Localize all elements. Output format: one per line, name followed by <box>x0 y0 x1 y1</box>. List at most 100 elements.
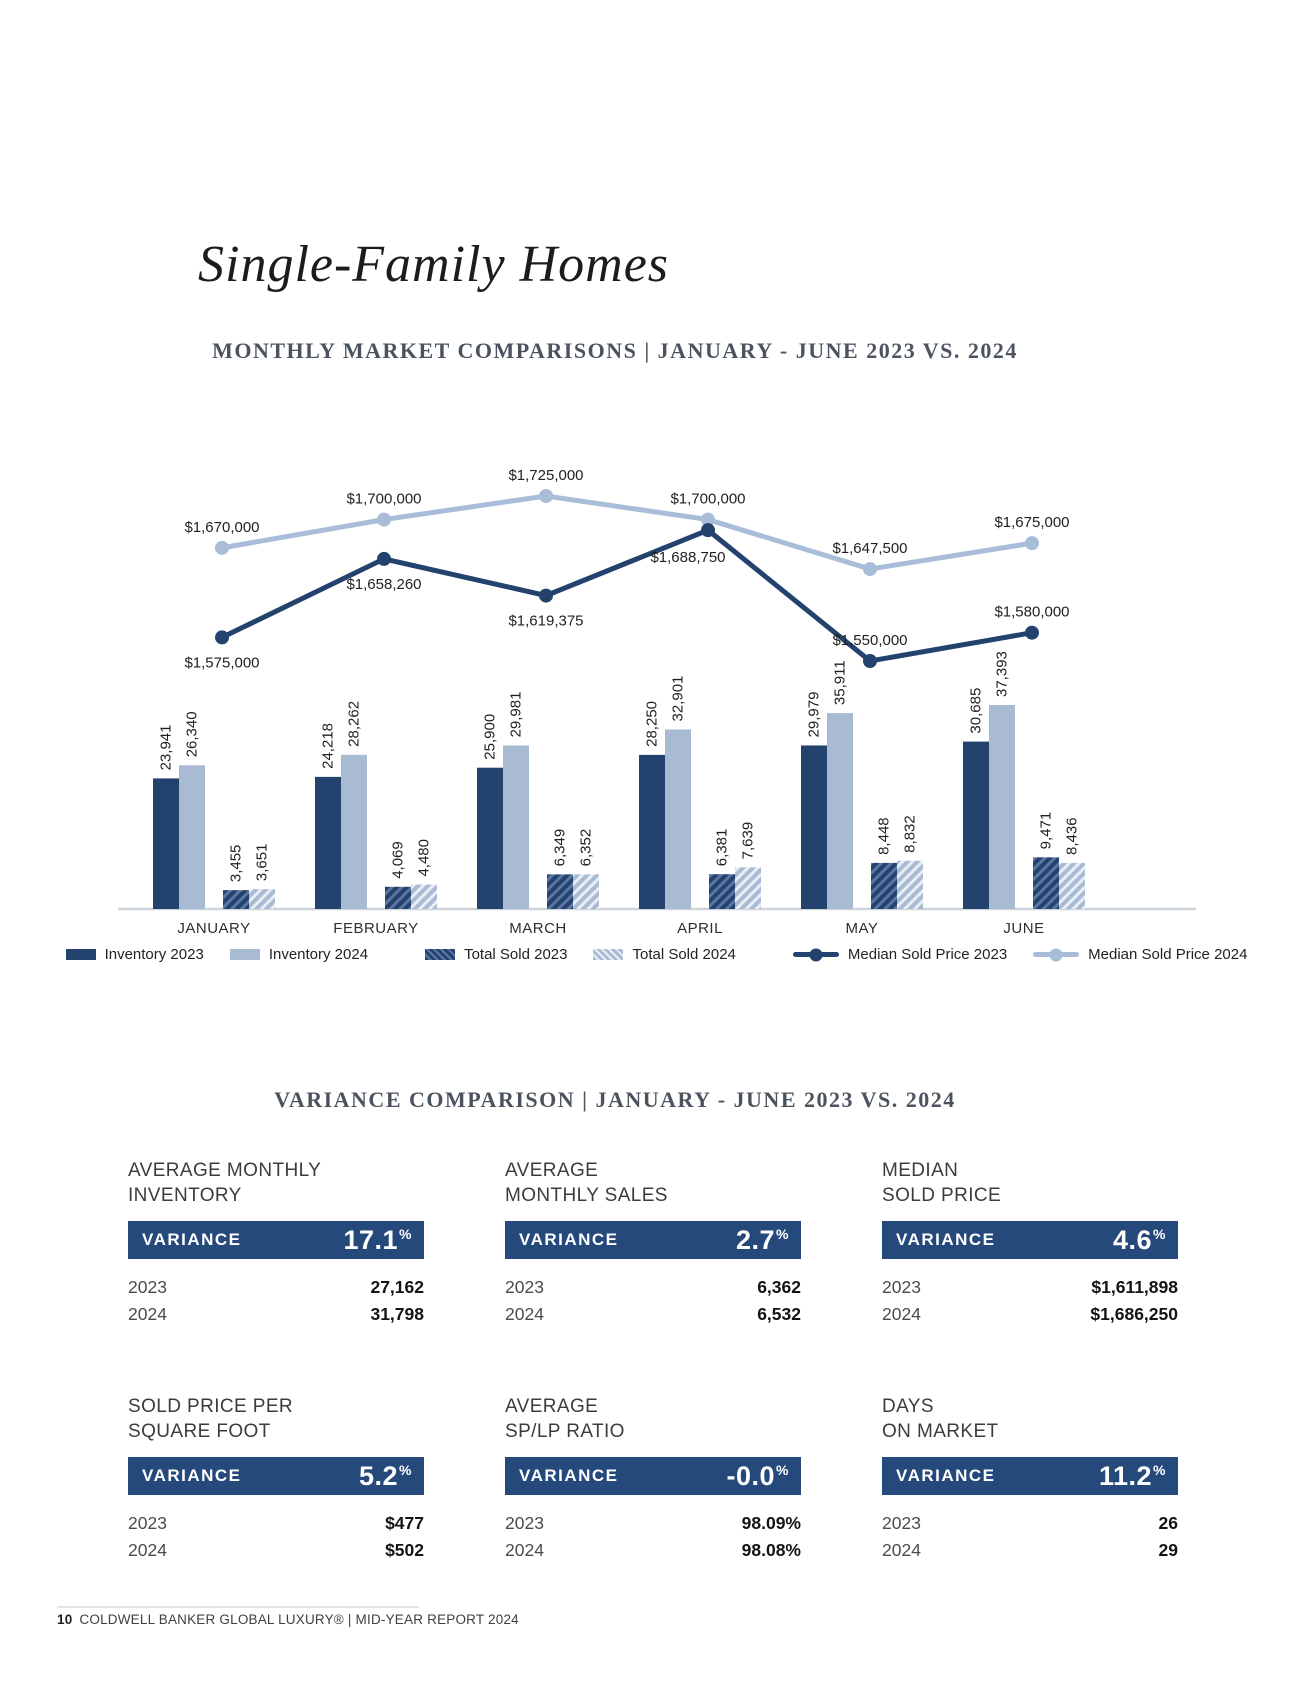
median-2023-line-swatch-icon <box>792 948 839 961</box>
stat-label: SOLD PRICE PER SQUARE FOOT <box>128 1394 424 1444</box>
percent-sign: % <box>776 1225 789 1242</box>
stat-label-line2: INVENTORY <box>128 1185 242 1207</box>
line-median-sold-price-2023: $1,575,000 $1,658,260 $1,619,375 $1,688,750… <box>184 523 1070 671</box>
stat-value: 6,532 <box>757 1304 801 1325</box>
stat-value: 98.09% <box>741 1513 801 1534</box>
stat-row: 2024 29 <box>882 1537 1178 1564</box>
bar-value-label: 32,901 <box>670 676 687 722</box>
line-point <box>377 551 391 566</box>
stat-average-monthly-inventory: AVERAGE MONTHLY INVENTORY VARIANCE 17.1%… <box>128 1158 424 1328</box>
percent-sign: % <box>776 1461 789 1478</box>
stat-label: DAYS ON MARKET <box>882 1394 1178 1444</box>
stat-value: 27,162 <box>370 1277 424 1298</box>
line-value-label: $1,619,375 <box>508 613 583 630</box>
page-number: 10 <box>57 1612 73 1627</box>
line-value-label: $1,575,000 <box>184 654 259 671</box>
bar <box>639 754 665 909</box>
stat-row: 2024 6,532 <box>505 1301 801 1328</box>
stat-average-sp-lp-ratio: AVERAGE SP/LP RATIO VARIANCE -0.0% 2023 9… <box>505 1394 801 1564</box>
line-value-label: $1,675,000 <box>994 514 1069 531</box>
bar <box>411 884 437 909</box>
stat-row: 2023 27,162 <box>128 1274 424 1301</box>
stat-label-line1: DAYS <box>882 1396 934 1418</box>
stat-value: 26 <box>1158 1513 1178 1534</box>
stat-row: 2024 31,798 <box>128 1301 424 1328</box>
bar <box>709 874 735 909</box>
stat-rows: 2023 $477 2024 $502 <box>128 1510 424 1564</box>
variance-value: 11.2% <box>1098 1460 1166 1491</box>
stat-label: AVERAGE MONTHLY SALES <box>505 1158 801 1208</box>
variance-bar: VARIANCE 4.6% <box>882 1221 1178 1260</box>
bar-value-label: 3,455 <box>228 845 245 883</box>
legend-label: Median Sold Price 2023 <box>847 946 1008 963</box>
variance-value: 4.6% <box>1113 1224 1166 1255</box>
line-point <box>539 588 553 603</box>
bar <box>801 745 827 909</box>
bar <box>897 860 923 909</box>
bar-value-label: 4,480 <box>416 839 433 877</box>
stat-row: 2023 $1,611,898 <box>882 1274 1178 1301</box>
bar-value-label: 6,352 <box>578 829 595 867</box>
stat-year: 2023 <box>505 1513 544 1534</box>
bar <box>735 867 761 909</box>
stat-label-line1: AVERAGE <box>505 1160 599 1181</box>
variance-title: VARIANCE <box>519 1230 619 1250</box>
bar-value-label: 9,471 <box>1038 812 1055 850</box>
line-point <box>863 654 877 668</box>
bar-value-label: 37,393 <box>994 651 1011 697</box>
variance-title: VARIANCE <box>142 1466 242 1486</box>
stat-rows: 2023 26 2024 29 <box>882 1510 1178 1564</box>
stat-row: 2024 $1,686,250 <box>882 1301 1178 1328</box>
variance-title: VARIANCE <box>896 1230 996 1250</box>
stat-days-on-market: DAYS ON MARKET VARIANCE 11.2% 2023 26 202… <box>882 1394 1178 1564</box>
legend-item-inventory-2024: Inventory 2024 <box>229 946 368 963</box>
bar-value-label: 28,262 <box>346 701 363 747</box>
line-point <box>539 489 553 503</box>
total-sold-2023-swatch-icon <box>425 949 456 960</box>
bar <box>153 778 179 909</box>
bar <box>341 754 367 909</box>
bar-value-label: 26,340 <box>184 711 201 757</box>
stat-label-line1: MEDIAN <box>882 1160 959 1181</box>
stat-row: 2023 6,362 <box>505 1274 801 1301</box>
bar <box>477 767 503 909</box>
inventory-2024-swatch-icon <box>229 949 260 960</box>
variance-value: -0.0% <box>726 1460 789 1491</box>
month-label: MARCH <box>509 920 567 937</box>
stat-rows: 2023 $1,611,898 2024 $1,686,250 <box>882 1274 1178 1328</box>
bar-value-label: 25,900 <box>482 714 499 760</box>
stat-rows: 2023 6,362 2024 6,532 <box>505 1274 801 1328</box>
stat-rows: 2023 27,162 2024 31,798 <box>128 1274 424 1328</box>
stat-row: 2023 $477 <box>128 1510 424 1537</box>
line-value-label: $1,670,000 <box>184 519 259 536</box>
variance-title: VARIANCE <box>896 1466 996 1486</box>
stat-row: 2024 98.08% <box>505 1537 801 1564</box>
bar <box>315 776 341 909</box>
chart-legend: Inventory 2023 Inventory 2024 Total Sold… <box>0 946 1313 963</box>
bar <box>249 889 275 909</box>
bar-value-label: 8,448 <box>876 817 893 855</box>
bar-value-label: 28,250 <box>644 701 661 747</box>
bar-value-label: 29,979 <box>806 692 823 738</box>
bars-inventory-2023: 23,941 24,218 25,900 28,250 29,979 30,685 <box>153 688 989 909</box>
bar <box>989 705 1015 909</box>
bar-value-label: 30,685 <box>968 688 985 734</box>
stat-median-sold-price: MEDIAN SOLD PRICE VARIANCE 4.6% 2023 $1,6… <box>882 1158 1178 1328</box>
variance-bar: VARIANCE 5.2% <box>128 1457 424 1496</box>
stat-year: 2023 <box>505 1277 544 1298</box>
stat-year: 2024 <box>505 1304 544 1325</box>
line-value-label: $1,580,000 <box>994 604 1069 621</box>
bar <box>503 745 529 909</box>
percent-sign: % <box>1153 1461 1166 1478</box>
stat-value: $477 <box>385 1513 424 1534</box>
stat-value: 98.08% <box>741 1540 801 1561</box>
page-title: Single-Family Homes <box>198 235 670 293</box>
stat-sold-price-per-square-foot: SOLD PRICE PER SQUARE FOOT VARIANCE 5.2%… <box>128 1394 424 1564</box>
bars-total-sold-2024: 3,651 4,480 6,352 7,639 8,832 8,436 <box>249 815 1085 909</box>
variance-value: 17.1% <box>343 1224 412 1255</box>
line-point <box>1025 625 1039 640</box>
legend-label: Inventory 2023 <box>104 946 204 963</box>
stat-year: 2024 <box>128 1540 167 1561</box>
line-median-sold-price-2024: $1,670,000 $1,700,000 $1,725,000 $1,700,000… <box>184 467 1070 577</box>
bar <box>871 862 897 909</box>
